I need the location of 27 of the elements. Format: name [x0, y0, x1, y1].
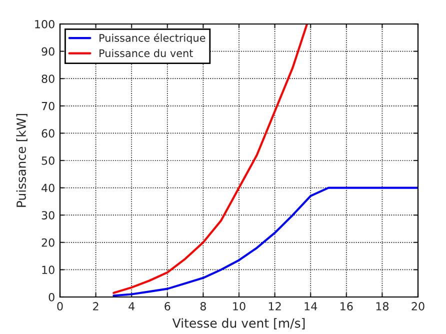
- x-tick-label: 10: [233, 302, 246, 310]
- y-tick-label: 90: [42, 47, 54, 56]
- legend-label: Puissance du vent: [100, 49, 193, 58]
- y-tick-label: 10: [42, 266, 54, 274]
- x-tick-label: 20: [412, 302, 424, 310]
- x-tick-label: 12: [268, 302, 281, 310]
- x-tick-label: 0: [57, 302, 63, 310]
- y-tick-label: 30: [42, 211, 54, 220]
- x-axis-title: Vitesse du vent [m/s]: [172, 318, 305, 330]
- y-tick-label: 20: [42, 238, 54, 247]
- legend-label: Puissance électrique: [100, 33, 206, 44]
- y-axis-title: Puissance [kW]: [16, 114, 28, 207]
- x-tick-label: 6: [164, 302, 170, 310]
- y-tick-label: 50: [42, 156, 54, 165]
- x-tick-label: 14: [304, 302, 318, 310]
- line-series: [112, 186, 418, 297]
- x-tick-label: 18: [376, 302, 389, 310]
- x-tick-label: 4: [128, 302, 135, 310]
- y-tick-label: 60: [42, 129, 54, 138]
- y-tick-label: 0: [48, 292, 54, 302]
- y-tick-label: 40: [42, 184, 54, 192]
- x-tick-label: 8: [200, 302, 206, 310]
- y-tick-label: 80: [42, 74, 54, 83]
- x-tick-label: 2: [93, 302, 98, 310]
- x-tick-label: 16: [340, 302, 353, 310]
- y-tick-label: 70: [42, 102, 54, 110]
- y-tick-label: 100: [35, 20, 54, 28]
